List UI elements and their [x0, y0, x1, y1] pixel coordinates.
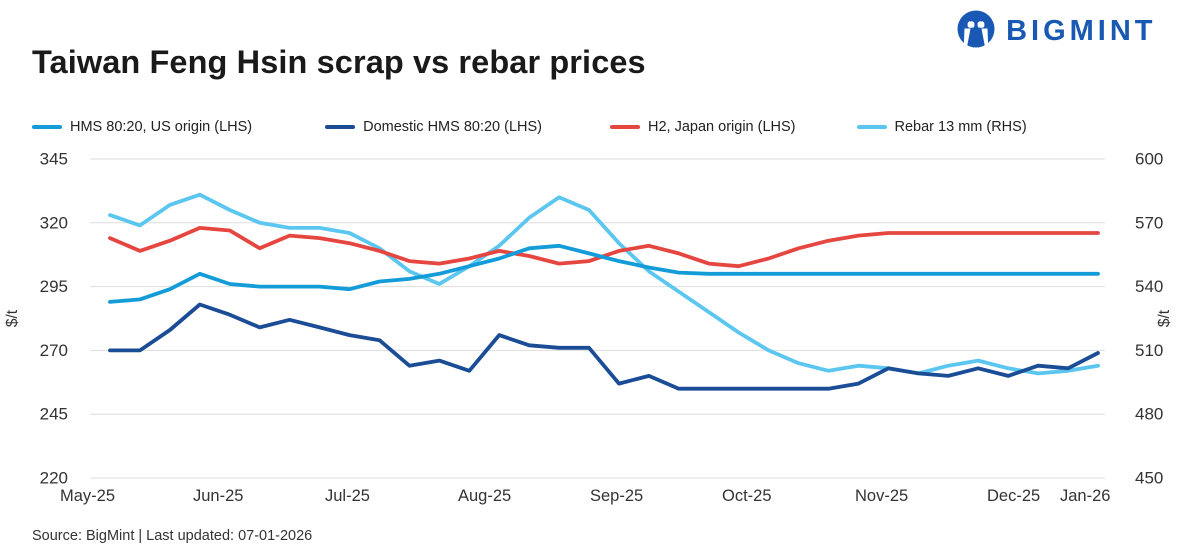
svg-text:Jan-26: Jan-26: [1060, 487, 1110, 505]
svg-text:450: 450: [1135, 469, 1163, 488]
svg-text:570: 570: [1135, 213, 1163, 232]
svg-text:Dec-25: Dec-25: [987, 487, 1040, 505]
svg-text:Aug-25: Aug-25: [458, 487, 511, 505]
svg-text:$/t: $/t: [1156, 309, 1173, 327]
svg-text:320: 320: [40, 213, 68, 232]
svg-text:540: 540: [1135, 277, 1163, 296]
svg-text:220: 220: [40, 469, 68, 488]
svg-text:Jun-25: Jun-25: [193, 487, 243, 505]
svg-text:480: 480: [1135, 405, 1163, 424]
svg-text:600: 600: [1135, 150, 1163, 169]
svg-text:270: 270: [40, 341, 68, 360]
svg-text:510: 510: [1135, 341, 1163, 360]
svg-text:245: 245: [40, 405, 68, 424]
svg-text:Sep-25: Sep-25: [590, 487, 643, 505]
svg-text:295: 295: [40, 277, 68, 296]
svg-text:Jul-25: Jul-25: [325, 487, 370, 505]
svg-text:Nov-25: Nov-25: [855, 487, 908, 505]
svg-text:345: 345: [40, 150, 68, 169]
svg-text:May-25: May-25: [60, 487, 115, 505]
svg-text:Oct-25: Oct-25: [722, 487, 772, 505]
svg-text:$/t: $/t: [4, 309, 21, 327]
